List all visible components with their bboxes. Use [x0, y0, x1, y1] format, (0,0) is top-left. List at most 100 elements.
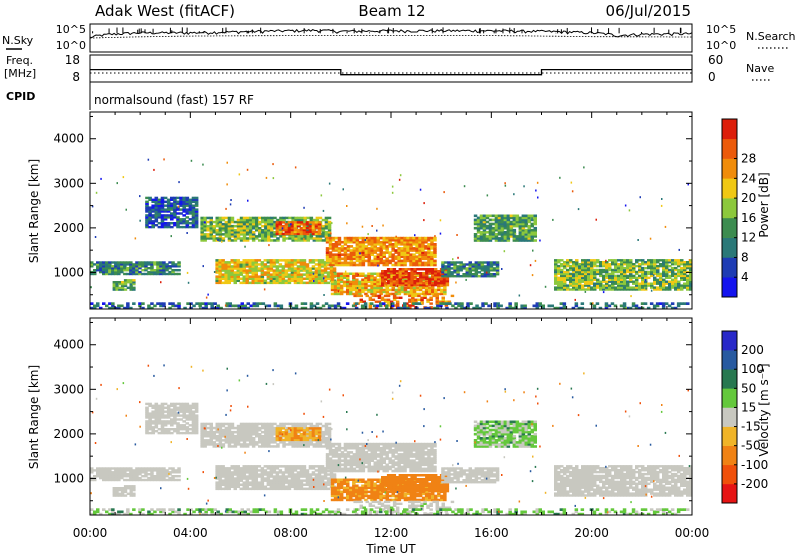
power-cell [626, 276, 630, 279]
velocity-cell [93, 469, 97, 472]
power-cell [456, 265, 460, 268]
power-cell [284, 271, 289, 274]
velocity-cell [166, 422, 171, 425]
velocity-cell [255, 435, 259, 438]
power-cell [251, 220, 256, 224]
velocity-cell [218, 479, 222, 482]
power-cell [337, 259, 342, 263]
power-speckle [513, 193, 515, 196]
power-cell [331, 245, 336, 248]
power-cell [215, 261, 219, 264]
power-cell [148, 196, 152, 200]
velocity-cell [179, 414, 183, 417]
power-cell [174, 269, 178, 272]
power-cell [655, 302, 660, 305]
power-cell [408, 298, 412, 301]
power-cell [201, 306, 205, 310]
velocity-cell [166, 420, 171, 423]
power-cell [96, 263, 100, 266]
velocity-cell [270, 435, 274, 438]
power-cell [433, 243, 437, 246]
velocity-cell [123, 475, 127, 478]
power-cell [218, 218, 223, 222]
power-cell [270, 229, 274, 232]
power-cell [575, 274, 579, 278]
power-cell [120, 265, 124, 268]
power-cell [334, 259, 339, 263]
power-cell [671, 282, 675, 285]
power-speckle [504, 182, 506, 185]
velocity-cell [288, 441, 292, 444]
power-cell [302, 281, 307, 285]
power-cell [314, 232, 319, 236]
noise-left-tick-bottom: 10^0 [56, 39, 86, 52]
power-cell [102, 265, 106, 268]
velocity-cell [112, 492, 116, 495]
power-cell [281, 279, 286, 282]
power-cell [117, 261, 121, 264]
power-cell [171, 270, 175, 274]
velocity-cell [121, 490, 125, 494]
power-cell [485, 231, 490, 234]
power-cell [395, 302, 400, 305]
velocity-cell [209, 433, 213, 436]
power-cell [424, 245, 428, 248]
power-cell [671, 286, 675, 289]
power-cell [512, 237, 517, 240]
power-cell [221, 269, 225, 272]
power-cell [203, 239, 207, 242]
velocity-cell [239, 424, 244, 428]
power-cell [602, 263, 606, 266]
velocity-cell [173, 418, 177, 421]
power-cell [376, 288, 380, 292]
power-cell [394, 245, 398, 248]
power-cell [233, 259, 237, 262]
power-cell [370, 263, 374, 267]
power-speckle [303, 206, 305, 209]
power-cell [260, 275, 265, 278]
power-cell [320, 261, 325, 264]
power-cell [635, 288, 639, 291]
power-cell [145, 222, 149, 225]
power-cell [315, 306, 320, 310]
power-cell [293, 225, 298, 228]
power-cell [209, 235, 213, 238]
power-cell [584, 259, 588, 262]
power-cell [358, 272, 362, 275]
power-cell [342, 276, 347, 279]
power-cell [257, 267, 262, 270]
power-cell [245, 233, 250, 236]
power-cell [587, 280, 591, 283]
power-speckle [455, 281, 457, 284]
power-cell [462, 273, 466, 276]
power-cell [333, 290, 338, 294]
power-cell [121, 284, 125, 288]
power-cell [282, 237, 286, 240]
power-cell [364, 286, 368, 290]
power-cell [166, 204, 171, 207]
power-cell [382, 245, 386, 248]
power-cell [224, 231, 229, 234]
power-cell [605, 280, 609, 283]
power-cell [200, 237, 204, 240]
power-cell [314, 263, 319, 266]
power-cell [428, 270, 432, 273]
power-cell [623, 268, 627, 272]
power-cell [429, 302, 433, 305]
velocity-cell [239, 443, 244, 446]
power-cell [376, 282, 380, 286]
velocity-cell [105, 471, 109, 474]
power-cell [587, 263, 591, 266]
power-cell [90, 306, 94, 310]
power-speckle [290, 223, 292, 226]
power-cell [626, 288, 630, 291]
power-cell [258, 235, 262, 238]
power-cell [521, 226, 526, 230]
power-speckle [226, 161, 228, 164]
power-cell [282, 216, 286, 220]
velocity-cell [160, 424, 165, 427]
power-cell [386, 300, 391, 303]
power-cell [144, 269, 148, 272]
power-cell [477, 275, 482, 278]
power-cell [689, 264, 693, 268]
